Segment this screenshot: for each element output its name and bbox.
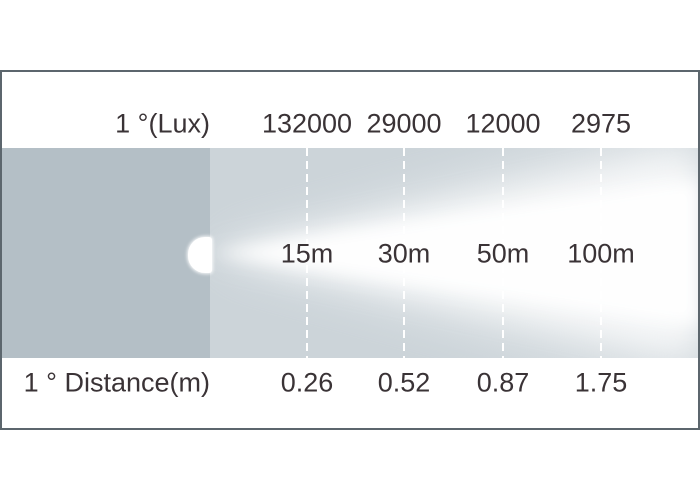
lux-value-50m: 12000 [465,108,541,139]
distance-label-30m: 30m [377,238,431,269]
distance-label-15m: 15m [280,238,334,269]
dashed-gridline-100m [600,148,602,358]
beam-diameter-15m: 0.26 [280,367,334,398]
diameter-row-label: 1 ° Distance(m) [23,367,210,398]
beam-cone [211,148,698,358]
lux-row: 1 °(Lux) 132000 29000 12000 2975 [2,72,698,148]
beam-area: 15m 30m 50m 100m [2,148,698,358]
lux-row-label: 1 °(Lux) [115,108,210,139]
lux-value-15m: 132000 [261,108,353,139]
diameter-row: 1 ° Distance(m) 0.26 0.52 0.87 1.75 [2,358,698,428]
diagram-frame: 1 °(Lux) 132000 29000 12000 2975 [0,70,700,430]
distance-label-50m: 50m [476,238,530,269]
lux-value-100m: 2975 [570,108,632,139]
lux-value-30m: 29000 [366,108,442,139]
dashed-gridline-15m [306,148,308,358]
light-source-icon [188,237,212,273]
beam-diameter-30m: 0.52 [377,367,431,398]
dashed-gridline-30m [403,148,405,358]
beam-diameter-100m: 1.75 [574,367,628,398]
dashed-gridline-50m [502,148,504,358]
fixture-panel [2,148,210,358]
beam-diameter-50m: 0.87 [476,367,530,398]
distance-label-100m: 100m [567,238,635,269]
